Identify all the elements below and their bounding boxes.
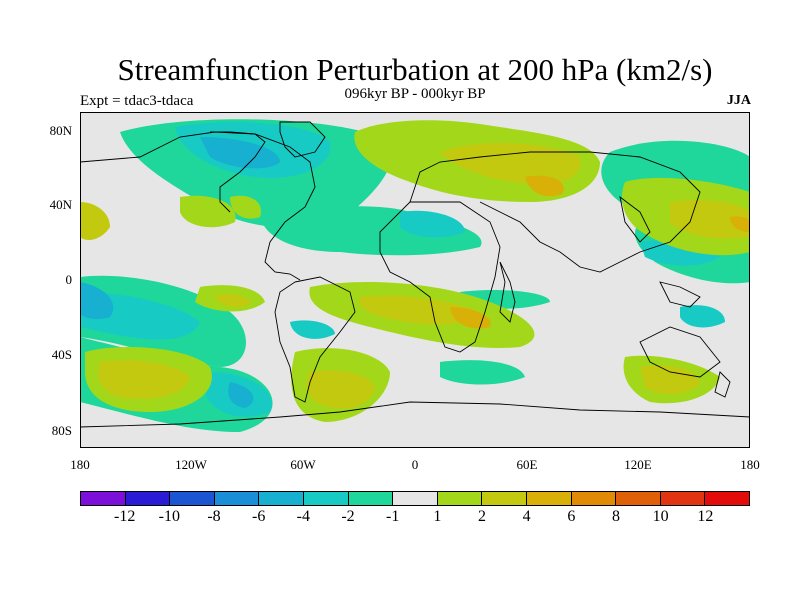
- lon-label: 60E: [516, 457, 538, 472]
- lon-label: 120W: [175, 457, 207, 472]
- colorbar-label: 12: [697, 508, 714, 525]
- colorbar-swatch: [214, 492, 260, 505]
- experiment-label: Expt = tdac3-tdaca: [80, 93, 194, 109]
- colorbar-swatch: [616, 492, 661, 505]
- colorbar-label: -1: [385, 508, 400, 525]
- colorbar-swatch: [437, 492, 483, 505]
- lon-label: 120E: [624, 457, 652, 472]
- colorbar-swatch: [571, 492, 617, 505]
- colorbar-label: 8: [612, 508, 620, 525]
- colorbar-label: 1: [433, 508, 442, 525]
- colorbar-label: -4: [296, 508, 310, 525]
- lon-label: 180: [70, 457, 90, 472]
- lat-label: 40N: [49, 197, 72, 212]
- lat-label: 40S: [51, 347, 72, 362]
- contour-fills: [80, 119, 750, 448]
- lon-label: 0: [411, 457, 419, 472]
- colorbar: [80, 491, 750, 506]
- colorbar-swatch: [303, 492, 349, 505]
- lon-label: 180: [740, 457, 760, 472]
- lat-label: 80N: [49, 123, 72, 138]
- colorbar-swatch: [259, 492, 304, 505]
- lat-label: 80S: [51, 423, 72, 438]
- colorbar-swatch: [705, 492, 749, 505]
- map-plot: [80, 112, 750, 448]
- season-label: JJA: [726, 93, 751, 108]
- colorbar-label: 10: [652, 508, 669, 525]
- lon-label: 60W: [290, 457, 316, 472]
- colorbar-swatch: [125, 492, 171, 505]
- colorbar-swatch: [526, 492, 572, 505]
- colorbar-swatch: [482, 492, 527, 505]
- colorbar-label: -12: [113, 508, 136, 525]
- colorbar-label: -8: [207, 508, 221, 525]
- colorbar-swatch: [348, 492, 394, 505]
- colorbar-label: 4: [522, 508, 531, 525]
- colorbar-label: -10: [158, 508, 180, 525]
- colorbar-swatch: [393, 492, 438, 505]
- colorbar-label: -2: [341, 508, 355, 525]
- map-subtitle: 096kyr BP - 000kyr BP: [344, 86, 486, 102]
- colorbar-swatch: [81, 492, 126, 505]
- coastlines: [80, 121, 750, 428]
- map-title: Streamfunction Perturbation at 200 hPa (…: [117, 52, 713, 87]
- colorbar-label: 6: [567, 508, 576, 525]
- colorbar-label: -6: [251, 508, 266, 525]
- map-border: [80, 112, 750, 448]
- colorbar-label: 2: [478, 508, 486, 525]
- lat-label: 0: [65, 272, 73, 287]
- colorbar-swatch: [660, 492, 706, 505]
- colorbar-swatch: [170, 492, 215, 505]
